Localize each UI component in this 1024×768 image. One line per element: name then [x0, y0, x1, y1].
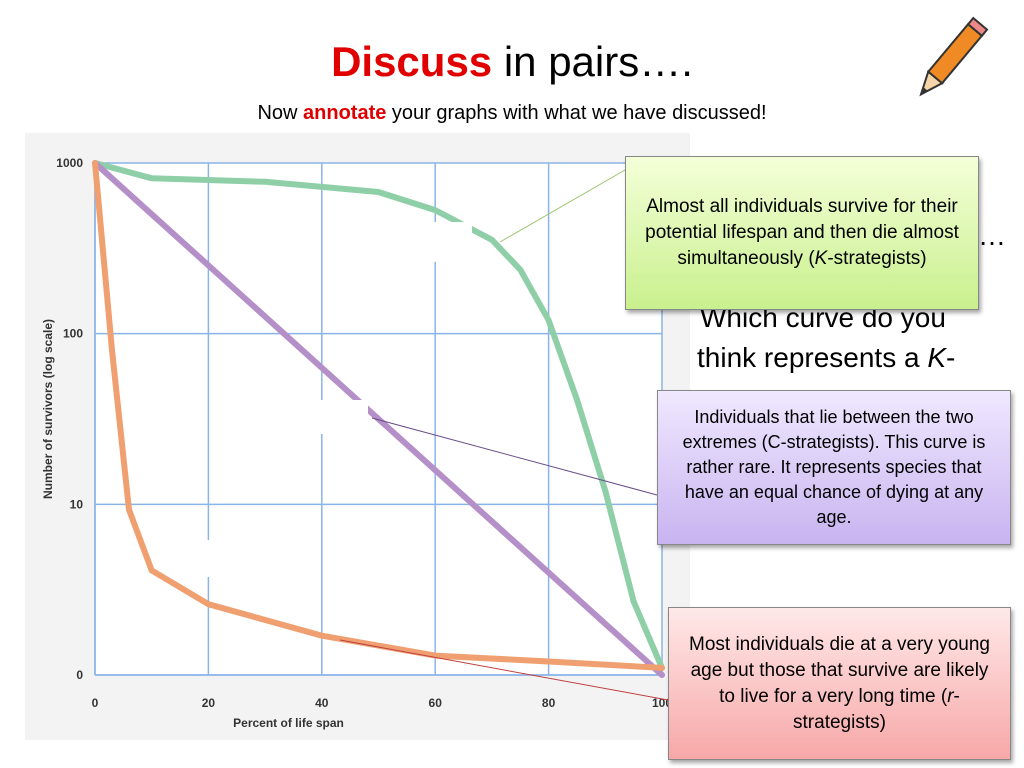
slide-subtitle: Now annotate your graphs with what we ha…	[0, 102, 1024, 125]
label-cover	[343, 222, 472, 262]
callout-text: Most individuals die at a very young age…	[689, 633, 990, 707]
x-tick-label: 60	[429, 696, 443, 710]
body-text: -	[946, 342, 956, 373]
callout: Individuals that lie between the two ext…	[657, 390, 1011, 545]
pointer	[371, 417, 658, 496]
pointer	[339, 639, 669, 701]
label-cover	[253, 400, 368, 434]
callout-text: Almost all individuals survive for their…	[645, 196, 959, 269]
callout-text: r	[947, 685, 954, 707]
y-axis-label: Number of survivors (log scale)	[41, 319, 55, 499]
body-text: …	[978, 220, 1006, 251]
subtitle-text: your graphs with what we have discussed!	[386, 102, 767, 124]
x-tick-label: 20	[202, 696, 216, 710]
body-text: think represents a	[697, 342, 928, 373]
survivorship-curve	[92, 160, 665, 671]
pointer	[499, 169, 626, 243]
label-cover	[177, 540, 291, 577]
pencil-icon	[919, 16, 989, 97]
body-text: K	[927, 342, 947, 373]
subtitle-emphasis: annotate	[303, 102, 387, 124]
slide-title: Discuss in pairs….	[0, 38, 1024, 86]
callout: Almost all individuals survive for their…	[625, 156, 979, 310]
callout-text: Individuals that lie between the two ext…	[682, 407, 986, 527]
x-tick-label: 40	[315, 696, 329, 710]
subtitle-text: Now	[257, 102, 304, 124]
y-tick-label: 1000	[56, 156, 83, 170]
callout-text: K	[814, 248, 828, 269]
callout: Most individuals die at a very young age…	[668, 607, 1011, 760]
survivorship-curve	[92, 160, 665, 678]
y-tick-label: 0	[76, 668, 83, 682]
x-tick-label: 0	[92, 696, 99, 710]
x-tick-label: 80	[542, 696, 556, 710]
survivorship-curve	[92, 160, 665, 671]
title-text: in pairs….	[492, 38, 693, 85]
y-tick-label: 100	[63, 327, 83, 341]
body-text: think represents a K-	[697, 342, 955, 374]
x-axis-label: Percent of life span	[233, 716, 344, 730]
title-emphasis: Discuss	[331, 38, 493, 85]
callout-text: -strategists)	[827, 248, 927, 269]
y-tick-label: 10	[70, 497, 84, 511]
callout-text: -strategists)	[793, 685, 960, 733]
